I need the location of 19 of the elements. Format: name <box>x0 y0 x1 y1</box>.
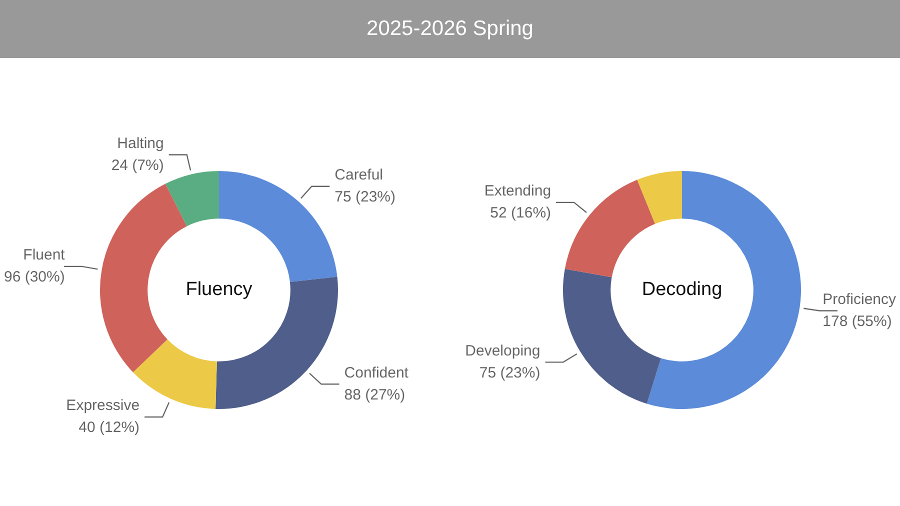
data-label: 52 (16%) <box>490 204 552 222</box>
slice-label: Proficiency <box>822 290 896 308</box>
slice-label: Fluent <box>23 246 66 264</box>
slice-label: Careful <box>334 166 383 184</box>
text: 2025-2026 Spring <box>366 17 534 41</box>
slice-label: Extending <box>484 182 552 200</box>
slice-label: Expressive <box>66 397 140 414</box>
slice-label: Developing <box>465 342 540 360</box>
data-label: 96 (30%) <box>4 268 65 286</box>
data-label: 75 (23%) <box>334 188 396 206</box>
data-label: 178 (55%) <box>822 312 892 330</box>
text: Decoding <box>642 279 722 300</box>
slice-label: Halting <box>117 134 164 152</box>
data-label: 75 (23%) <box>479 364 540 382</box>
slice-label: Confident <box>344 364 410 382</box>
data-label: 40 (12%) <box>78 419 140 436</box>
text: Fluency <box>186 279 253 300</box>
data-label: 24 (7%) <box>111 156 164 174</box>
data-label: 88 (27%) <box>344 386 406 404</box>
